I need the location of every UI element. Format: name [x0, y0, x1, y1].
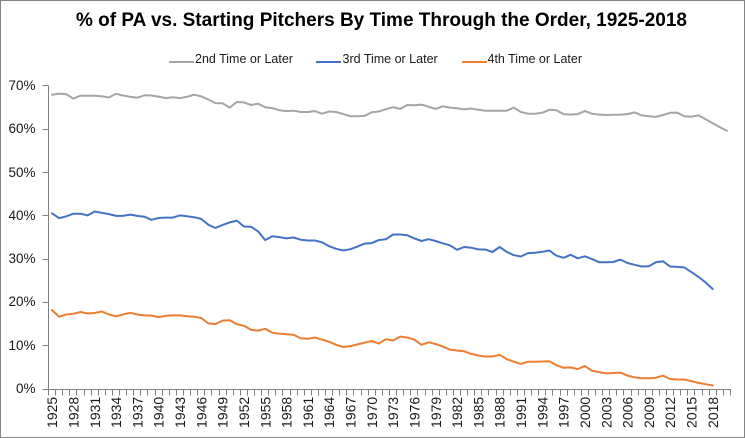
svg-text:1967: 1967	[343, 397, 359, 428]
svg-text:1949: 1949	[215, 397, 231, 428]
svg-text:1985: 1985	[470, 397, 486, 428]
svg-text:1940: 1940	[151, 397, 167, 428]
svg-text:2012: 2012	[662, 397, 678, 428]
svg-text:1937: 1937	[129, 397, 145, 428]
svg-text:1979: 1979	[428, 397, 444, 428]
svg-text:1946: 1946	[193, 397, 209, 428]
svg-text:1997: 1997	[556, 397, 572, 428]
svg-text:1976: 1976	[407, 397, 423, 428]
svg-text:1943: 1943	[172, 397, 188, 428]
svg-text:2003: 2003	[598, 397, 614, 428]
svg-text:1952: 1952	[236, 397, 252, 428]
svg-text:1994: 1994	[534, 397, 550, 428]
svg-text:2018: 2018	[705, 397, 721, 428]
svg-text:1988: 1988	[492, 397, 508, 428]
svg-text:2015: 2015	[684, 397, 700, 428]
svg-text:1961: 1961	[300, 397, 316, 428]
svg-text:1982: 1982	[449, 397, 465, 428]
svg-text:1925: 1925	[44, 397, 60, 428]
svg-text:2000: 2000	[577, 397, 593, 428]
svg-text:1970: 1970	[364, 397, 380, 428]
svg-text:1991: 1991	[513, 397, 529, 428]
svg-text:1931: 1931	[87, 397, 103, 428]
svg-text:1973: 1973	[385, 397, 401, 428]
svg-text:2006: 2006	[620, 397, 636, 428]
svg-text:1964: 1964	[321, 397, 337, 428]
svg-text:2009: 2009	[641, 397, 657, 428]
svg-text:1955: 1955	[257, 397, 273, 428]
svg-text:1928: 1928	[66, 397, 82, 428]
svg-text:1958: 1958	[279, 397, 295, 428]
svg-text:1934: 1934	[108, 397, 124, 428]
